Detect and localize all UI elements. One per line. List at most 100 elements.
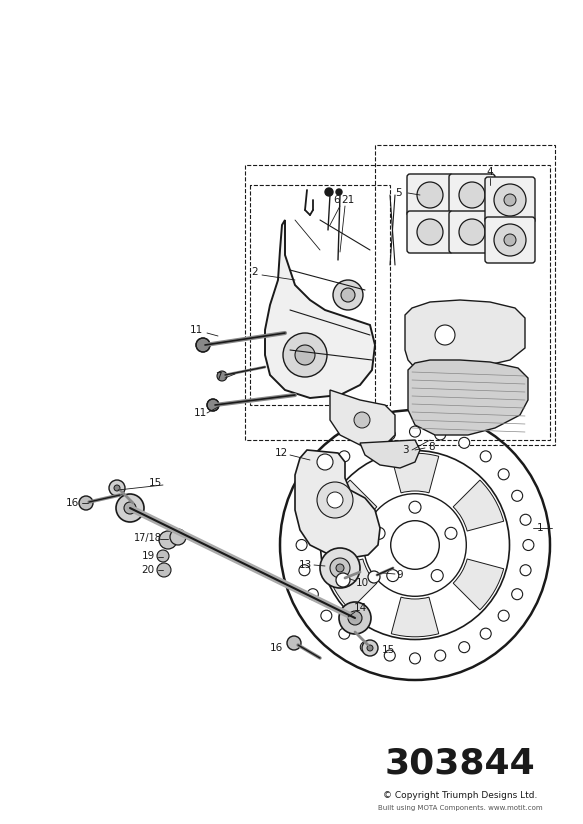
Circle shape <box>362 640 378 656</box>
Circle shape <box>373 527 385 540</box>
Polygon shape <box>360 440 420 468</box>
Circle shape <box>409 653 420 664</box>
Circle shape <box>339 451 350 461</box>
Circle shape <box>435 325 455 345</box>
Circle shape <box>360 642 371 653</box>
Circle shape <box>217 371 227 381</box>
Circle shape <box>339 628 350 639</box>
Circle shape <box>299 564 310 576</box>
Circle shape <box>116 494 144 522</box>
Circle shape <box>459 182 485 208</box>
Text: 2: 2 <box>252 267 258 277</box>
Text: 15: 15 <box>149 478 161 488</box>
Circle shape <box>336 189 342 195</box>
Circle shape <box>459 438 470 448</box>
Polygon shape <box>408 360 528 435</box>
Text: 19: 19 <box>141 551 154 561</box>
Circle shape <box>341 288 355 302</box>
Circle shape <box>523 540 534 550</box>
Circle shape <box>498 469 509 480</box>
Wedge shape <box>391 453 439 493</box>
Circle shape <box>196 338 210 352</box>
Circle shape <box>512 490 523 501</box>
Text: 7: 7 <box>215 372 222 382</box>
Circle shape <box>124 502 136 514</box>
Circle shape <box>207 399 219 411</box>
Circle shape <box>387 569 399 582</box>
FancyBboxPatch shape <box>449 174 495 216</box>
Text: 8: 8 <box>429 442 436 452</box>
Circle shape <box>459 219 485 245</box>
Circle shape <box>109 480 125 496</box>
Circle shape <box>317 482 353 518</box>
Circle shape <box>330 558 350 578</box>
Wedge shape <box>453 559 504 610</box>
Circle shape <box>159 531 177 549</box>
Circle shape <box>498 611 509 621</box>
Wedge shape <box>391 597 439 637</box>
Circle shape <box>170 529 186 545</box>
Text: 16: 16 <box>269 643 283 653</box>
Polygon shape <box>330 390 395 445</box>
Text: 21: 21 <box>342 195 354 205</box>
Wedge shape <box>453 480 504 531</box>
Circle shape <box>325 188 333 196</box>
Circle shape <box>384 429 395 440</box>
Circle shape <box>504 194 516 206</box>
Text: 16: 16 <box>65 498 79 508</box>
Circle shape <box>283 333 327 377</box>
Circle shape <box>348 611 362 625</box>
Circle shape <box>409 426 420 437</box>
Circle shape <box>327 492 343 508</box>
Circle shape <box>321 469 332 480</box>
Text: 13: 13 <box>298 560 312 570</box>
Text: 10: 10 <box>356 578 368 588</box>
Circle shape <box>459 642 470 653</box>
Circle shape <box>336 564 344 572</box>
Circle shape <box>435 429 446 440</box>
Circle shape <box>320 548 360 588</box>
Circle shape <box>307 588 318 600</box>
Circle shape <box>287 636 301 650</box>
Circle shape <box>114 485 120 491</box>
Circle shape <box>445 527 457 540</box>
Circle shape <box>480 628 491 639</box>
Circle shape <box>336 573 350 587</box>
Text: 11: 11 <box>194 408 206 418</box>
Circle shape <box>368 571 380 583</box>
Text: 303844: 303844 <box>385 746 535 780</box>
Circle shape <box>494 184 526 216</box>
Text: 15: 15 <box>381 645 395 655</box>
Circle shape <box>417 182 443 208</box>
FancyBboxPatch shape <box>449 211 495 253</box>
Circle shape <box>435 650 446 661</box>
Text: 5: 5 <box>395 188 401 198</box>
Text: Built using MOTA Components. www.motit.com: Built using MOTA Components. www.motit.c… <box>378 805 542 811</box>
Circle shape <box>299 514 310 525</box>
Circle shape <box>520 564 531 576</box>
Wedge shape <box>326 480 377 531</box>
Circle shape <box>296 540 307 550</box>
FancyBboxPatch shape <box>485 177 535 223</box>
Circle shape <box>157 563 171 577</box>
Text: 20: 20 <box>142 565 154 575</box>
Circle shape <box>317 454 333 470</box>
FancyBboxPatch shape <box>407 174 453 216</box>
Polygon shape <box>265 220 375 398</box>
Text: 6: 6 <box>333 195 340 205</box>
Text: 11: 11 <box>189 325 203 335</box>
Circle shape <box>295 345 315 365</box>
Circle shape <box>409 501 421 513</box>
Text: 1: 1 <box>537 523 543 533</box>
Circle shape <box>417 219 443 245</box>
Wedge shape <box>326 559 377 610</box>
Text: 12: 12 <box>275 448 287 458</box>
Circle shape <box>431 569 443 582</box>
Text: 17/18: 17/18 <box>134 533 162 543</box>
FancyBboxPatch shape <box>407 211 453 253</box>
Text: 14: 14 <box>353 603 367 613</box>
Circle shape <box>520 514 531 525</box>
Circle shape <box>339 602 371 634</box>
Text: 3: 3 <box>402 445 408 455</box>
Circle shape <box>494 224 526 256</box>
